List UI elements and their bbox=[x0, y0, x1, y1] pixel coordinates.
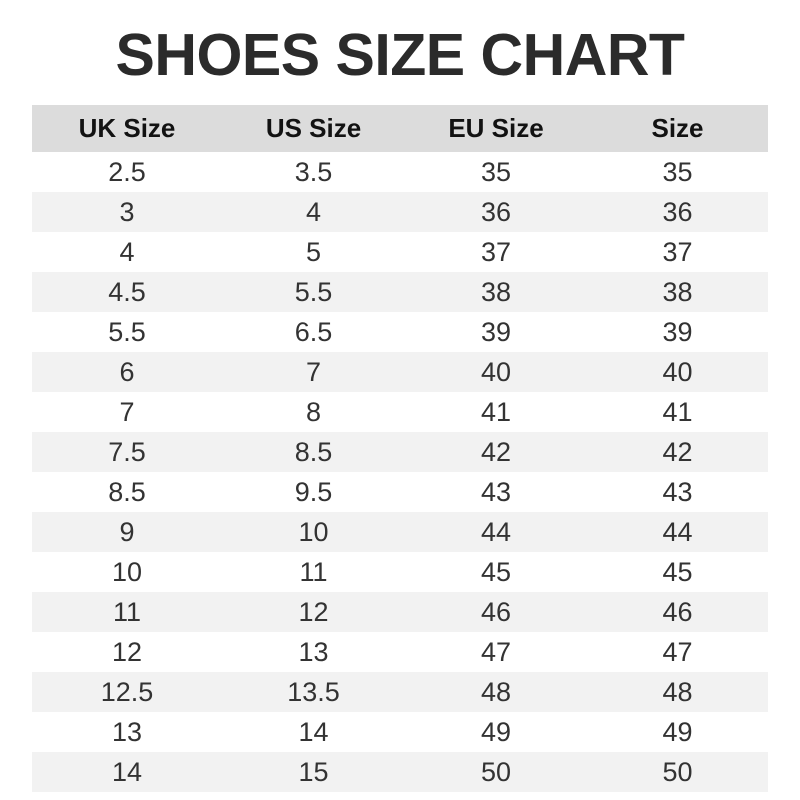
table-cell: 43 bbox=[662, 476, 693, 507]
table-row: 7.5 8.5 42 42 bbox=[32, 432, 768, 472]
table-cell: 7 bbox=[119, 396, 135, 427]
table-cell: 47 bbox=[662, 636, 693, 667]
table-cell: 9.5 bbox=[294, 476, 333, 507]
table-row: 10 11 45 45 bbox=[32, 552, 768, 592]
table-cell: 46 bbox=[662, 596, 693, 627]
table-cell: 48 bbox=[662, 676, 693, 707]
table-cell: 8.5 bbox=[294, 436, 333, 467]
table-cell: 43 bbox=[480, 476, 512, 507]
table-cell: 36 bbox=[480, 196, 512, 227]
table-cell: 8.5 bbox=[108, 476, 146, 507]
table-row: 5.5 6.5 39 39 bbox=[32, 312, 768, 352]
table-cell: 7.5 bbox=[108, 436, 146, 467]
table-cell: 49 bbox=[480, 716, 512, 747]
table-cell: 4.5 bbox=[108, 276, 146, 307]
table-cell: 13.5 bbox=[287, 676, 340, 707]
table-row: 12 13 47 47 bbox=[32, 632, 768, 672]
table-cell: 2.5 bbox=[108, 156, 146, 187]
table-row: 2.5 3.5 35 35 bbox=[32, 152, 768, 192]
table-body: 2.5 3.5 35 35 3 4 36 36 4 5 37 37 4.5 5.5 38 38 5.5 6.5 39… bbox=[32, 152, 768, 792]
table-cell: 4 bbox=[119, 236, 135, 267]
table-cell: 42 bbox=[662, 436, 693, 467]
table-cell: 35 bbox=[662, 156, 693, 187]
table-cell: 46 bbox=[480, 596, 512, 627]
size-table-container: UK Size US Size EU Size Size 2.5 3.5 35 35 3… bbox=[32, 105, 768, 792]
table-cell: 41 bbox=[662, 396, 693, 427]
table-cell: 13 bbox=[111, 716, 143, 747]
table-cell: 12 bbox=[298, 596, 329, 627]
table-cell: 3 bbox=[119, 196, 135, 227]
table-cell: 12.5 bbox=[100, 676, 154, 707]
table-cell: 9 bbox=[119, 516, 135, 547]
table-cell: 11 bbox=[299, 556, 328, 587]
table-cell: 10 bbox=[298, 516, 329, 547]
table-cell: 6 bbox=[119, 356, 135, 387]
table-row: 8.5 9.5 43 43 bbox=[32, 472, 768, 512]
table-row: 4 5 37 37 bbox=[32, 232, 768, 272]
table-cell: 14 bbox=[298, 716, 329, 747]
table-row: 6 7 40 40 bbox=[32, 352, 768, 392]
column-header-uk-size: UK Size bbox=[78, 113, 176, 143]
column-header-us-size: US Size bbox=[265, 113, 362, 143]
table-cell: 39 bbox=[662, 316, 693, 347]
table-cell: 35 bbox=[480, 156, 512, 187]
column-header-size: Size bbox=[651, 113, 704, 143]
table-cell: 38 bbox=[480, 276, 512, 307]
table-cell: 5 bbox=[305, 236, 322, 267]
table-cell: 47 bbox=[480, 636, 512, 667]
table-cell: 6.5 bbox=[294, 316, 333, 347]
table-row: 14 15 50 50 bbox=[32, 752, 768, 792]
table-cell: 7 bbox=[305, 356, 322, 387]
table-row: 9 10 44 44 bbox=[32, 512, 768, 552]
table-cell: 12 bbox=[111, 636, 143, 667]
table-row: 13 14 49 49 bbox=[32, 712, 768, 752]
table-cell: 8 bbox=[305, 396, 322, 427]
table-cell: 44 bbox=[662, 516, 693, 547]
table-cell: 45 bbox=[480, 556, 512, 587]
page-title: SHOES SIZE CHART bbox=[115, 22, 685, 88]
table-cell: 50 bbox=[662, 756, 693, 787]
table-cell: 44 bbox=[480, 516, 512, 547]
table-cell: 38 bbox=[662, 276, 693, 307]
table-cell: 45 bbox=[662, 556, 693, 587]
table-cell: 37 bbox=[480, 236, 512, 267]
table-cell: 4 bbox=[305, 196, 322, 227]
column-header-eu-size: EU Size bbox=[448, 113, 544, 143]
table-cell: 42 bbox=[480, 436, 512, 467]
table-cell: 10 bbox=[111, 556, 143, 587]
table-row: 7 8 41 41 bbox=[32, 392, 768, 432]
table-cell: 40 bbox=[480, 356, 512, 387]
table-cell: 40 bbox=[662, 356, 693, 387]
shoes-size-table: UK Size US Size EU Size Size 2.5 3.5 35 35 3… bbox=[32, 105, 768, 792]
table-cell: 39 bbox=[480, 316, 512, 347]
table-row: 12.5 13.5 48 48 bbox=[32, 672, 768, 712]
table-cell: 14 bbox=[111, 756, 143, 787]
table-cell: 11 bbox=[112, 596, 142, 627]
table-cell: 36 bbox=[662, 196, 693, 227]
table-cell: 50 bbox=[480, 756, 512, 787]
table-header: UK Size US Size EU Size Size bbox=[32, 105, 768, 152]
table-cell: 49 bbox=[662, 716, 693, 747]
table-cell: 5.5 bbox=[108, 316, 146, 347]
table-row: 3 4 36 36 bbox=[32, 192, 768, 232]
table-cell: 13 bbox=[298, 636, 329, 667]
table-row: 4.5 5.5 38 38 bbox=[32, 272, 768, 312]
table-cell: 3.5 bbox=[294, 156, 333, 187]
table-cell: 5.5 bbox=[294, 276, 333, 307]
table-cell: 15 bbox=[298, 756, 329, 787]
table-header-row: UK Size US Size EU Size Size bbox=[32, 105, 768, 152]
table-cell: 41 bbox=[480, 396, 512, 427]
table-cell: 37 bbox=[662, 236, 693, 267]
table-cell: 48 bbox=[480, 676, 512, 707]
table-row: 11 12 46 46 bbox=[32, 592, 768, 632]
